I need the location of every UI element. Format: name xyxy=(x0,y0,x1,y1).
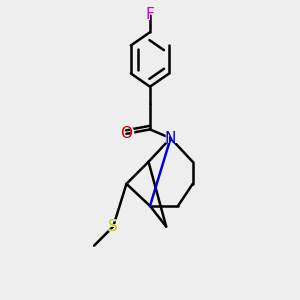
Text: O: O xyxy=(120,126,132,141)
Text: N: N xyxy=(163,129,178,147)
Text: S: S xyxy=(107,218,120,236)
Text: F: F xyxy=(146,7,154,22)
Text: S: S xyxy=(108,219,118,234)
Text: N: N xyxy=(165,131,176,146)
Text: O: O xyxy=(119,125,134,143)
Text: F: F xyxy=(144,6,156,24)
